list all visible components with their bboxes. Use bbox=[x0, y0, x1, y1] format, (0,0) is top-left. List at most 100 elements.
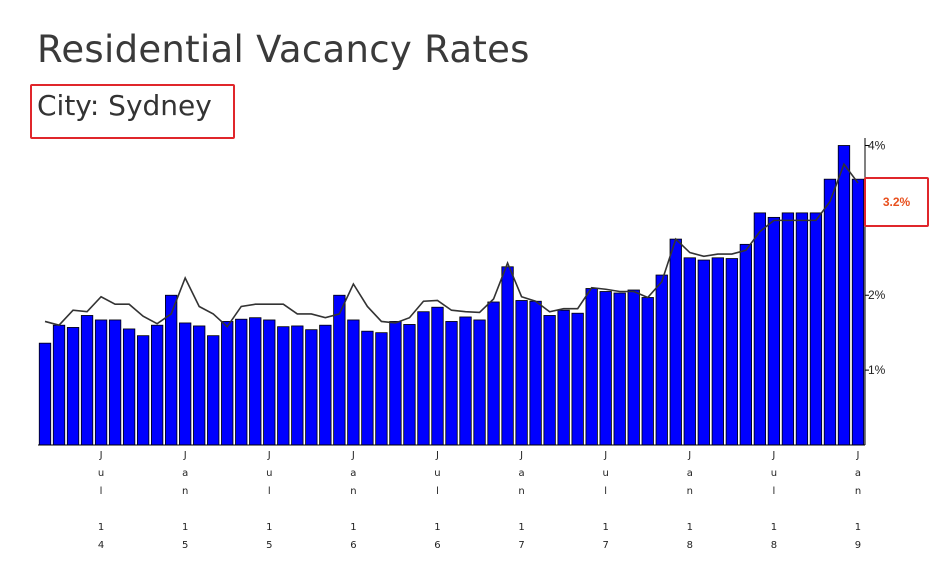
chart-bar bbox=[445, 321, 458, 446]
chart-bar bbox=[459, 316, 472, 446]
chart-bar bbox=[711, 257, 724, 446]
x-tick-year-digit: 7 bbox=[518, 540, 524, 551]
x-tick-month-letter: J bbox=[435, 450, 439, 461]
x-tick-month-letter: l bbox=[604, 486, 607, 497]
chart-bar bbox=[837, 145, 851, 446]
chart-bar bbox=[249, 317, 262, 446]
x-tick-month-letter: l bbox=[772, 486, 775, 497]
x-tick-month-letter: n bbox=[518, 486, 524, 497]
current-value-highlight-box bbox=[864, 177, 929, 227]
chart-bar bbox=[389, 321, 402, 446]
x-tick-year-digit: 6 bbox=[350, 540, 356, 551]
chart-bar bbox=[221, 321, 234, 446]
chart-bar bbox=[725, 258, 738, 446]
x-tick-year-digit: 1 bbox=[855, 522, 861, 533]
chart-bar bbox=[431, 306, 444, 446]
x-tick-month-letter: n bbox=[350, 486, 356, 497]
x-tick-month-letter: l bbox=[100, 486, 103, 497]
chart-bar bbox=[207, 335, 220, 446]
chart-bar bbox=[235, 318, 248, 446]
x-tick-month-letter: J bbox=[183, 450, 187, 461]
x-tick-month-letter: a bbox=[687, 468, 693, 479]
x-tick-month-letter: u bbox=[98, 468, 104, 479]
chart-bar bbox=[80, 315, 94, 446]
chart-bar bbox=[305, 329, 318, 446]
x-tick-month-letter: l bbox=[268, 486, 271, 497]
city-subtitle: City: Sydney bbox=[37, 89, 212, 122]
chart-bar bbox=[179, 322, 192, 446]
x-tick-year-digit: 1 bbox=[518, 522, 524, 533]
x-tick-year-digit: 1 bbox=[98, 522, 104, 533]
chart-bar bbox=[529, 300, 542, 446]
chart-bar bbox=[669, 238, 682, 446]
x-tick-year-digit: 9 bbox=[855, 540, 861, 551]
x-tick-year-digit: 1 bbox=[350, 522, 356, 533]
current-value-label: 3.2% bbox=[882, 195, 911, 209]
x-tick-year-digit: 1 bbox=[602, 522, 608, 533]
chart-bar bbox=[473, 319, 486, 446]
x-tick-month-letter: J bbox=[519, 450, 523, 461]
chart-bar bbox=[809, 212, 823, 446]
chart-bar bbox=[52, 324, 66, 446]
chart-bar bbox=[122, 328, 136, 446]
chart-bar bbox=[136, 335, 150, 446]
x-tick-month-letter: a bbox=[855, 468, 861, 479]
x-tick-year-digit: 6 bbox=[434, 540, 440, 551]
chart-bar bbox=[277, 326, 290, 446]
chart-bar bbox=[487, 301, 500, 446]
x-tick-year-digit: 1 bbox=[687, 522, 693, 533]
chart-bar bbox=[767, 216, 781, 446]
x-tick-month-letter: a bbox=[519, 468, 525, 479]
chart-bar bbox=[739, 243, 752, 446]
chart-bar bbox=[403, 324, 416, 446]
page-title: Residential Vacancy Rates bbox=[37, 28, 530, 71]
chart-bar bbox=[291, 325, 304, 446]
x-tick-year-digit: 1 bbox=[434, 522, 440, 533]
x-tick-month-letter: n bbox=[182, 486, 188, 497]
chart-bar bbox=[613, 292, 626, 446]
x-tick-month-letter: J bbox=[99, 450, 103, 461]
chart-bar bbox=[585, 288, 598, 446]
x-tick-month-letter: J bbox=[687, 450, 691, 461]
chart-bar bbox=[683, 257, 696, 446]
trend-line bbox=[44, 162, 859, 328]
x-tick-month-letter: a bbox=[182, 468, 188, 479]
x-tick-month-letter: u bbox=[771, 468, 777, 479]
x-tick-year-digit: 1 bbox=[771, 522, 777, 533]
subtitle-highlight-box bbox=[30, 84, 235, 139]
chart-bar bbox=[94, 319, 108, 446]
chart-bar bbox=[571, 312, 584, 446]
x-tick-year-digit: 7 bbox=[602, 540, 608, 551]
x-tick-month-letter: J bbox=[856, 450, 860, 461]
chart-bar bbox=[193, 325, 206, 446]
chart-bar bbox=[823, 178, 837, 446]
x-tick-year-digit: 8 bbox=[771, 540, 777, 551]
x-tick-month-letter: J bbox=[771, 450, 775, 461]
x-tick-month-letter: J bbox=[267, 450, 271, 461]
x-tick-month-letter: J bbox=[603, 450, 607, 461]
chart-bar bbox=[38, 342, 52, 446]
chart-bar bbox=[795, 212, 809, 446]
chart-bar bbox=[417, 311, 430, 446]
x-tick-year-digit: 4 bbox=[98, 540, 104, 551]
chart-bar bbox=[319, 324, 332, 446]
x-tick-year-digit: 8 bbox=[687, 540, 693, 551]
y-tick-label: 1% bbox=[868, 363, 886, 377]
chart-bar bbox=[557, 309, 570, 446]
chart-bar bbox=[655, 274, 668, 446]
x-tick-month-letter: u bbox=[434, 468, 440, 479]
x-tick-month-letter: J bbox=[351, 450, 355, 461]
chart-bar bbox=[333, 294, 346, 446]
y-tick-label: 2% bbox=[868, 288, 886, 302]
x-tick-month-letter: l bbox=[436, 486, 439, 497]
chart-bar bbox=[697, 259, 710, 446]
chart-bar bbox=[361, 330, 374, 446]
chart-bar bbox=[641, 297, 654, 446]
x-tick-month-letter: n bbox=[855, 486, 861, 497]
x-tick-month-letter: u bbox=[603, 468, 609, 479]
chart-bar bbox=[347, 319, 360, 446]
chart-bar bbox=[375, 332, 388, 446]
chart-bar bbox=[150, 324, 164, 446]
x-tick-month-letter: n bbox=[687, 486, 693, 497]
x-tick-month-letter: a bbox=[350, 468, 356, 479]
